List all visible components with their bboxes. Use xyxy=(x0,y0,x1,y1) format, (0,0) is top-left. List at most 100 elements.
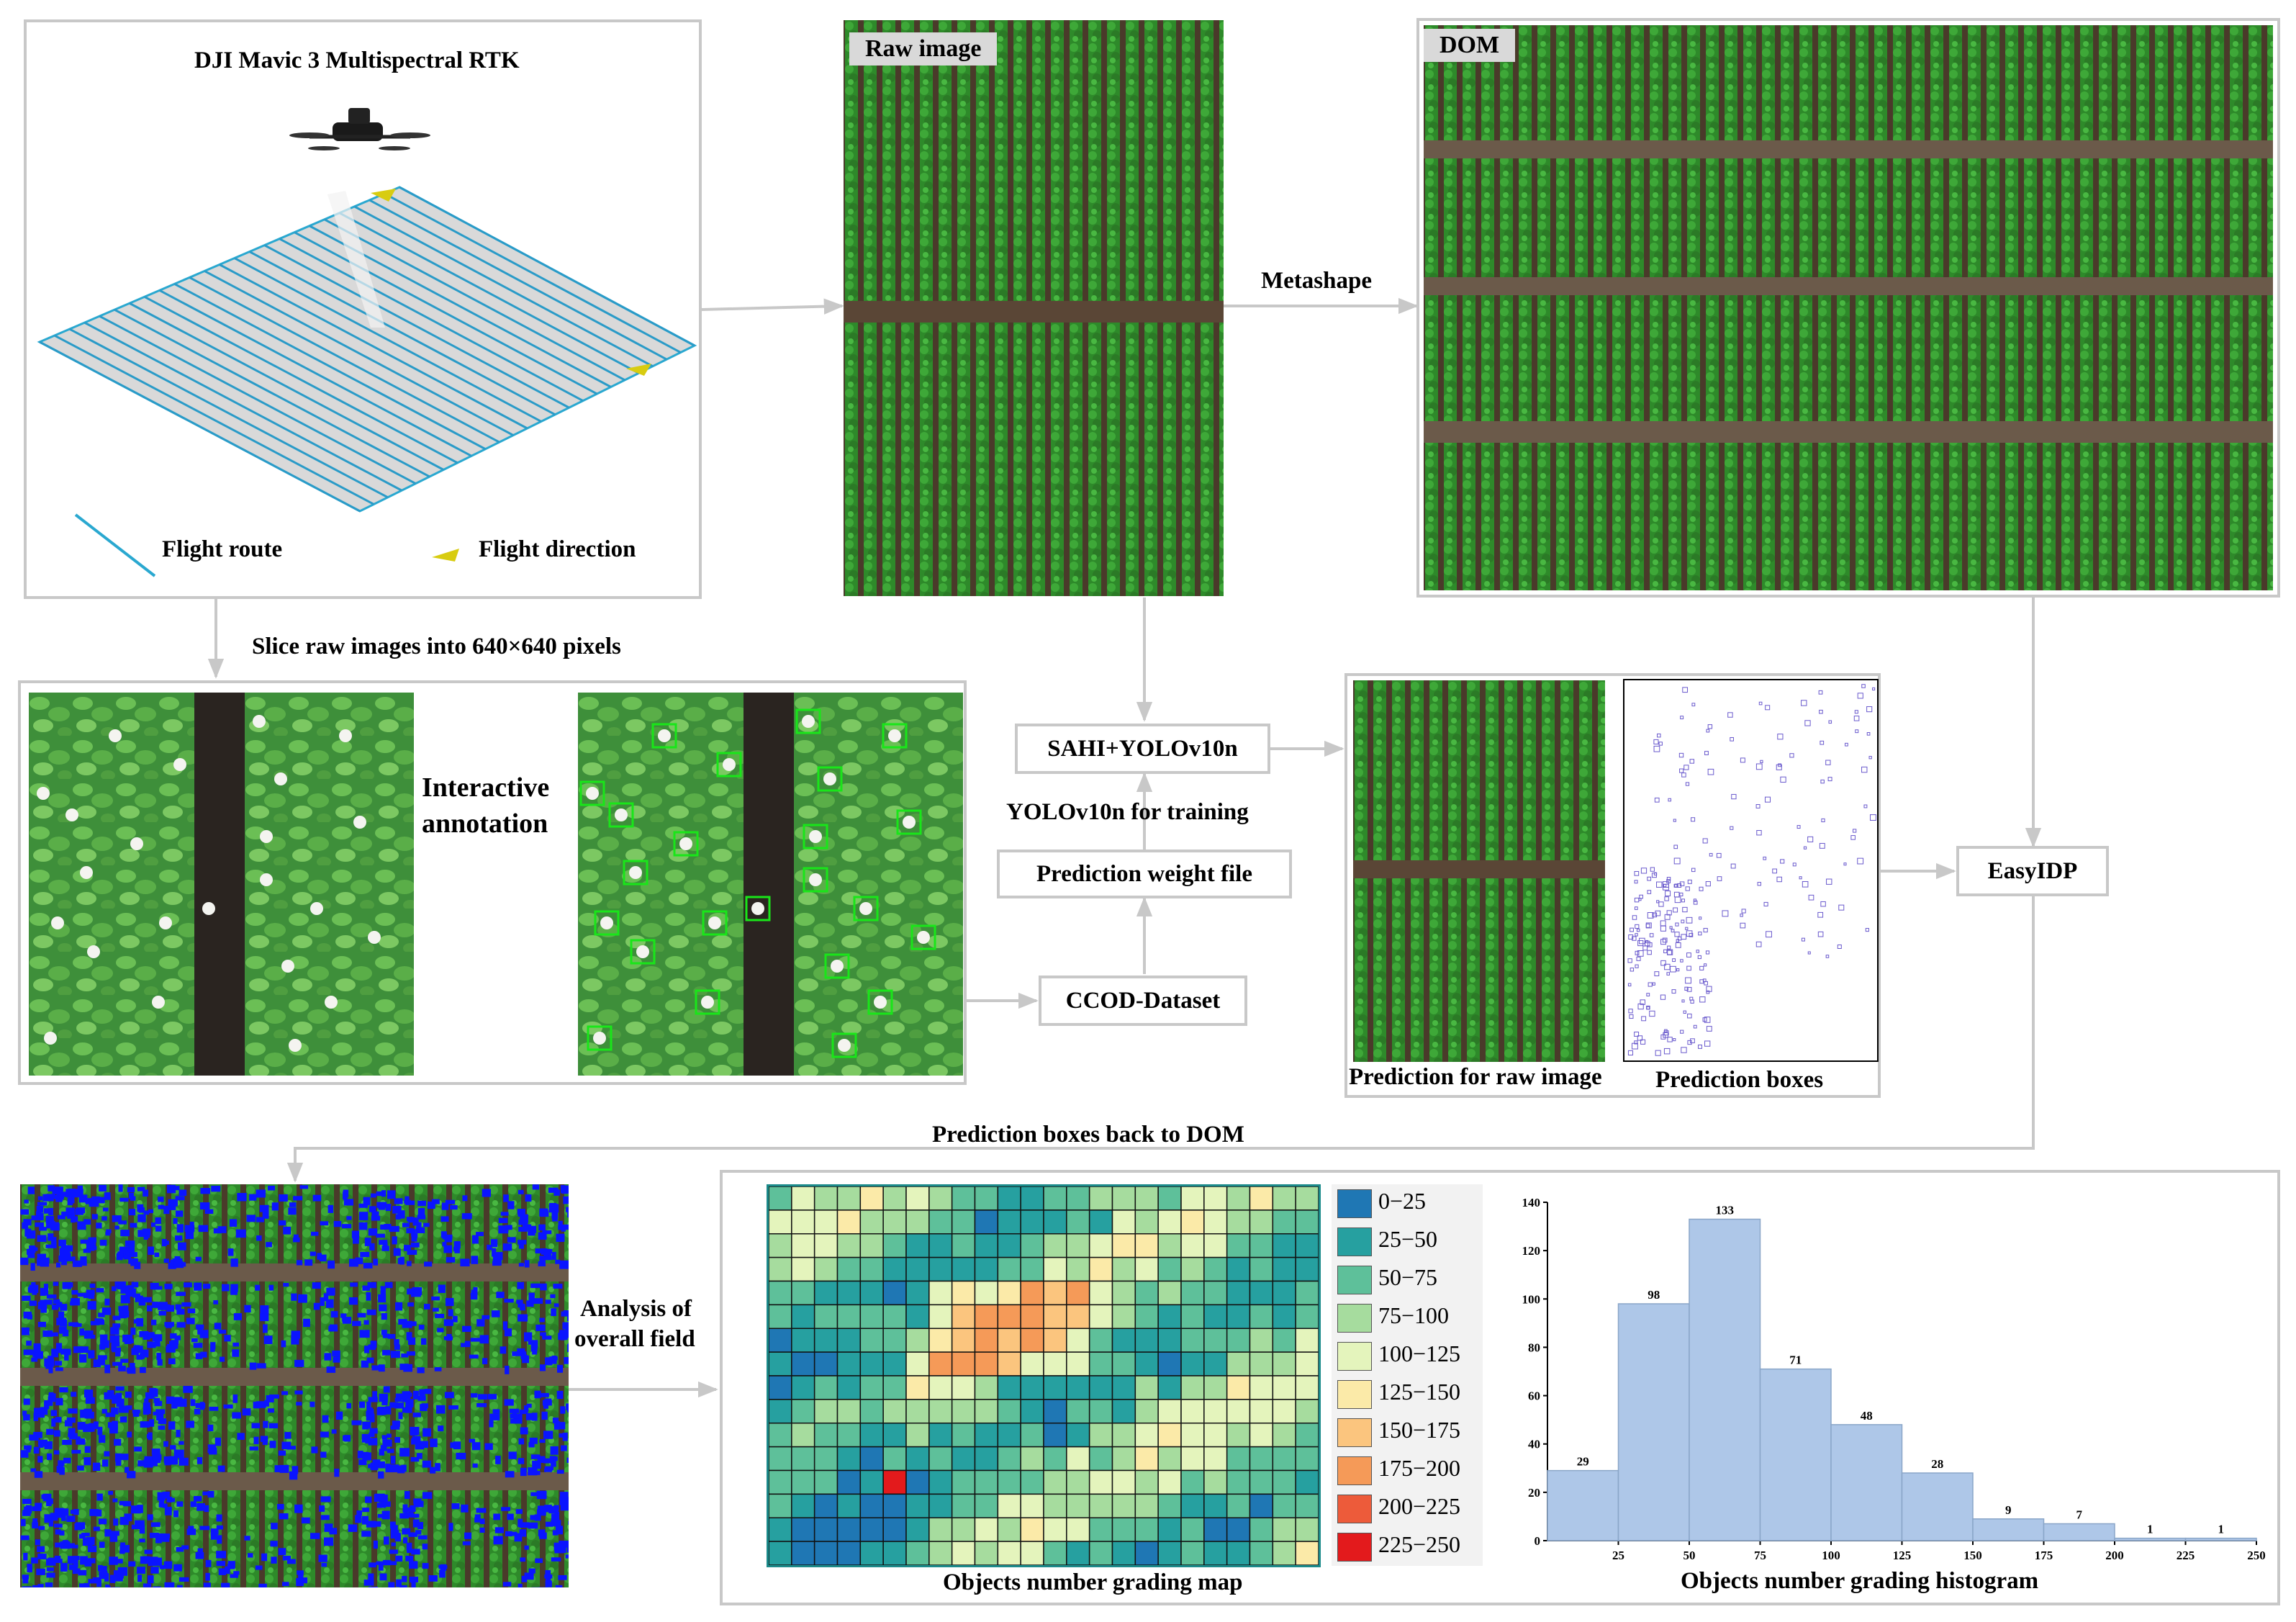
grading-cell xyxy=(859,1493,884,1518)
detection-mark xyxy=(143,1210,150,1215)
detection-mark xyxy=(166,1205,176,1210)
prediction-box xyxy=(1853,716,1860,721)
grading-cell xyxy=(905,1469,930,1495)
grading-cell xyxy=(997,1469,1021,1495)
grading-cell xyxy=(1066,1399,1090,1424)
grading-cell xyxy=(813,1541,839,1566)
detection-mark xyxy=(249,1362,257,1370)
detection-mark xyxy=(471,1442,481,1451)
prediction-box xyxy=(1639,937,1645,945)
detection-mark xyxy=(377,1514,387,1518)
grading-cell xyxy=(1272,1423,1296,1448)
detection-mark xyxy=(533,1471,541,1475)
detection-mark xyxy=(408,1337,416,1345)
detection-mark xyxy=(369,1206,376,1212)
detection-mark xyxy=(73,1556,80,1560)
detection-mark xyxy=(431,1199,440,1204)
detection-mark xyxy=(411,1549,420,1555)
prediction-box xyxy=(1676,939,1680,942)
detection-mark xyxy=(112,1361,123,1366)
prediction-box xyxy=(1658,742,1663,746)
detection-mark xyxy=(410,1456,420,1462)
detection-mark xyxy=(109,1335,119,1343)
grading-cell xyxy=(1272,1233,1296,1258)
detection-mark xyxy=(355,1257,363,1265)
grading-cell xyxy=(1203,1280,1228,1306)
detection-mark xyxy=(78,1346,89,1353)
detection-mark xyxy=(131,1288,136,1297)
grading-cell xyxy=(1180,1399,1205,1424)
detection-mark xyxy=(553,1505,559,1510)
detection-mark xyxy=(47,1498,53,1505)
grading-cell xyxy=(1157,1517,1182,1542)
detection-mark xyxy=(37,1321,46,1328)
detection-mark xyxy=(122,1501,132,1507)
flight-route-line xyxy=(294,231,598,395)
detection-mark xyxy=(311,1446,318,1454)
grading-cell xyxy=(951,1375,976,1400)
detection-mark xyxy=(193,1343,203,1348)
detection-mark xyxy=(559,1260,569,1269)
grading-cell xyxy=(928,1256,953,1282)
detection-mark xyxy=(320,1451,327,1458)
detection-mark xyxy=(482,1358,488,1364)
easyidp-box: EasyIDP xyxy=(1956,846,2109,896)
detection-mark xyxy=(322,1415,329,1423)
detection-mark xyxy=(462,1325,471,1333)
bar-value-label: 1 xyxy=(2218,1523,2225,1536)
legend-label: 25−50 xyxy=(1378,1226,1438,1252)
flight-route-line xyxy=(83,321,402,492)
detection-mark xyxy=(176,1292,186,1297)
prediction-box xyxy=(1766,931,1772,938)
prediction-box xyxy=(1687,1013,1692,1019)
grading-cell xyxy=(928,1328,953,1353)
detection-mark xyxy=(195,1402,206,1408)
detection-mark xyxy=(431,1296,440,1301)
detection-mark xyxy=(31,1557,38,1564)
detection-mark xyxy=(67,1556,77,1564)
detection-mark xyxy=(555,1526,564,1535)
detection-mark xyxy=(56,1317,67,1325)
detection-mark xyxy=(125,1391,132,1398)
detection-mark xyxy=(342,1317,352,1322)
detection-mark xyxy=(520,1214,528,1223)
prediction-box xyxy=(1772,868,1777,874)
grading-cell xyxy=(1043,1186,1067,1211)
detection-mark xyxy=(140,1421,150,1428)
detection-mark xyxy=(21,1258,28,1263)
detection-mark xyxy=(264,1400,269,1407)
detection-mark xyxy=(379,1240,388,1245)
detection-mark xyxy=(382,1350,391,1356)
detection-mark xyxy=(125,1250,131,1256)
grading-cell xyxy=(768,1399,792,1424)
detection-mark xyxy=(389,1549,398,1554)
legend-swatch xyxy=(1337,1418,1372,1447)
detection-mark xyxy=(472,1235,479,1244)
grading-cell xyxy=(768,1186,792,1211)
detection-mark xyxy=(153,1397,161,1403)
prediction-box xyxy=(1704,1017,1711,1023)
detection-mark xyxy=(422,1492,433,1499)
detection-mark xyxy=(63,1540,69,1547)
detection-mark xyxy=(104,1529,112,1537)
grading-cell xyxy=(1134,1351,1159,1377)
grading-cell xyxy=(882,1186,907,1211)
detection-mark xyxy=(143,1406,151,1415)
detection-mark xyxy=(20,1518,26,1526)
detection-mark xyxy=(142,1297,152,1303)
detection-mark xyxy=(392,1206,402,1214)
detection-mark xyxy=(388,1561,397,1565)
detection-mark xyxy=(86,1536,95,1546)
detection-mark xyxy=(150,1532,159,1538)
detection-mark xyxy=(170,1445,176,1450)
detection-mark xyxy=(177,1242,186,1251)
detection-mark xyxy=(112,1215,122,1222)
detection-mark xyxy=(402,1575,407,1582)
detection-mark xyxy=(553,1303,559,1307)
detection-mark xyxy=(407,1261,412,1266)
detection-mark xyxy=(452,1315,458,1323)
prediction-box xyxy=(1669,926,1673,929)
detection-mark xyxy=(378,1204,386,1210)
detection-mark xyxy=(217,1465,225,1472)
